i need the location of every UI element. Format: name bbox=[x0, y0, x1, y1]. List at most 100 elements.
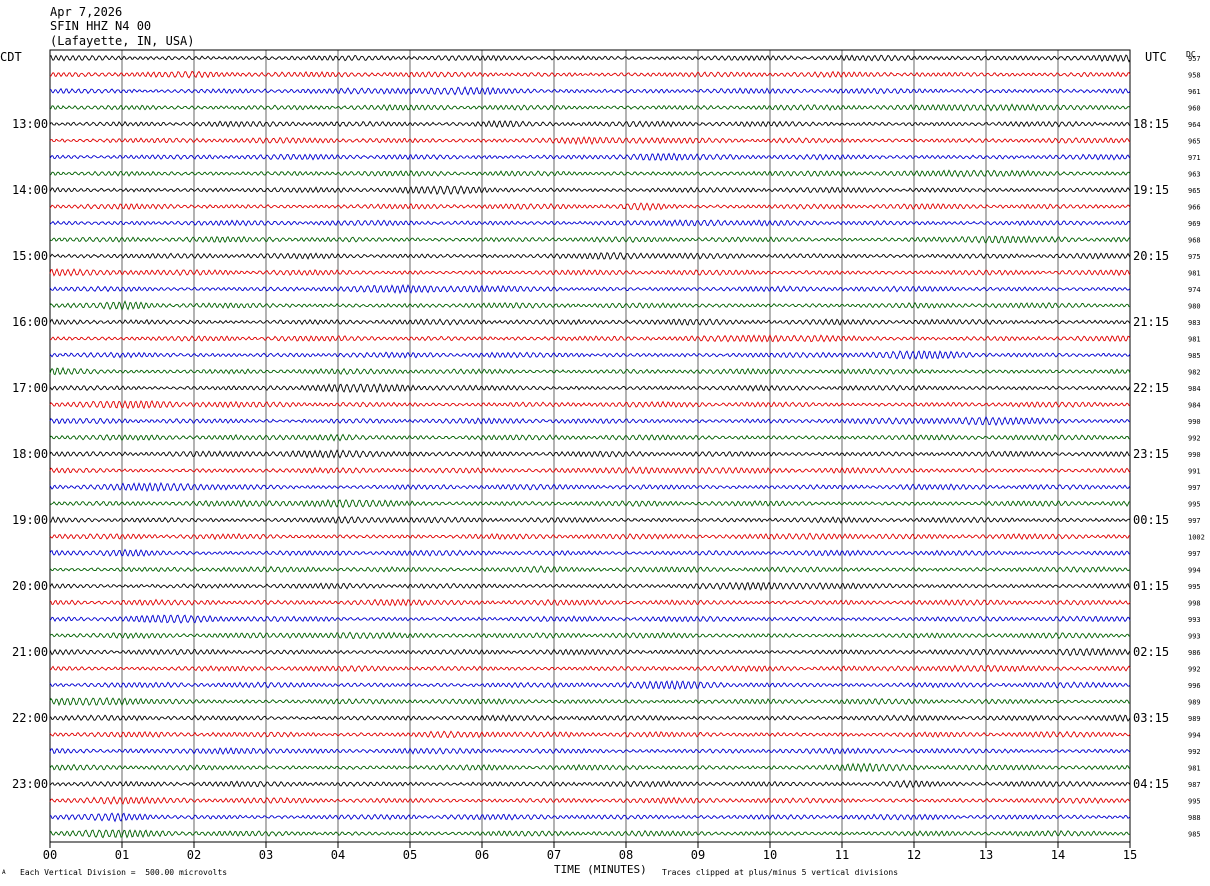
dc-offset-label: 992 bbox=[1188, 748, 1201, 756]
trace-row bbox=[49, 449, 1131, 459]
trace-row bbox=[49, 829, 1131, 839]
right-hour-label: 02:15 bbox=[1133, 645, 1169, 659]
dc-offset-label: 975 bbox=[1188, 253, 1201, 261]
label-layer: 00 01 02 03 04 05 06 07 08 09 10 11 12 13 14 15 957 958 96… bbox=[12, 55, 1205, 862]
left-hour-label: 18:00 bbox=[12, 447, 48, 461]
left-hour-label: 19:00 bbox=[12, 513, 48, 527]
clip-note: Traces clipped at plus/minus 5 vertical … bbox=[662, 868, 899, 877]
trace-row bbox=[49, 631, 1131, 640]
dc-offset-label: 997 bbox=[1188, 517, 1201, 525]
dc-offset-label: 987 bbox=[1188, 781, 1201, 789]
dc-offset-label: 996 bbox=[1188, 682, 1201, 690]
right-hour-label: 21:15 bbox=[1133, 315, 1169, 329]
x-tick-label: 11 bbox=[835, 848, 849, 862]
left-hour-label: 15:00 bbox=[12, 249, 48, 263]
dc-offset-label: 998 bbox=[1188, 600, 1201, 608]
dc-offset-label: 990 bbox=[1188, 418, 1201, 426]
trace-row bbox=[49, 119, 1131, 128]
dc-offset-label: 966 bbox=[1188, 204, 1201, 212]
dc-offset-label: 984 bbox=[1188, 402, 1201, 410]
dc-offset-label: 1002 bbox=[1188, 534, 1205, 542]
dc-offset-label: 974 bbox=[1188, 286, 1201, 294]
plot-frame bbox=[49, 49, 1131, 843]
header-date: Apr 7,2026 bbox=[50, 5, 123, 19]
trace-row bbox=[49, 415, 1131, 426]
left-hour-label: 23:00 bbox=[12, 777, 48, 791]
trace-row bbox=[49, 466, 1131, 475]
x-tick-label: 04 bbox=[331, 848, 345, 862]
x-tick-label: 06 bbox=[475, 848, 489, 862]
header-location: (Lafayette, IN, USA) bbox=[50, 34, 195, 48]
x-tick-label: 12 bbox=[907, 848, 921, 862]
dc-column-label: DC bbox=[1186, 50, 1196, 59]
dc-offset-label: 992 bbox=[1188, 435, 1201, 443]
right-timezone-label: UTC bbox=[1145, 50, 1167, 64]
dc-offset-label: 965 bbox=[1188, 187, 1201, 195]
trace-row bbox=[49, 532, 1131, 541]
x-tick-label: 14 bbox=[1051, 848, 1065, 862]
dc-offset-label: 958 bbox=[1188, 72, 1201, 80]
trace-row bbox=[49, 515, 1131, 524]
trace-row bbox=[49, 136, 1131, 146]
trace-row bbox=[49, 812, 1131, 823]
x-tick-label: 09 bbox=[691, 848, 705, 862]
dc-offset-label: 994 bbox=[1188, 732, 1201, 740]
x-tick-label: 07 bbox=[547, 848, 561, 862]
x-tick-label: 15 bbox=[1123, 848, 1137, 862]
left-hour-label: 14:00 bbox=[12, 183, 48, 197]
trace-row bbox=[49, 697, 1131, 707]
trace-row bbox=[49, 318, 1131, 326]
trace-row bbox=[49, 202, 1131, 212]
dc-offset-label: 993 bbox=[1188, 616, 1201, 624]
dc-offset-label: 981 bbox=[1188, 270, 1201, 278]
scale-note: Each Vertical Division = 500.00 microvol… bbox=[20, 868, 228, 877]
right-hour-label: 01:15 bbox=[1133, 579, 1169, 593]
left-hour-label: 13:00 bbox=[12, 117, 48, 131]
x-tick-label: 03 bbox=[259, 848, 273, 862]
trace-row bbox=[49, 284, 1131, 295]
dc-offset-label: 981 bbox=[1188, 336, 1201, 344]
x-tick-label: 01 bbox=[115, 848, 129, 862]
trace-row bbox=[49, 796, 1131, 805]
trace-row bbox=[49, 614, 1131, 624]
trace-row bbox=[49, 399, 1131, 410]
trace-row bbox=[49, 169, 1131, 178]
left-hour-label: 16:00 bbox=[12, 315, 48, 329]
left-hour-label: 20:00 bbox=[12, 579, 48, 593]
dc-offset-label: 986 bbox=[1188, 649, 1201, 657]
trace-row bbox=[49, 762, 1131, 773]
right-hour-label: 04:15 bbox=[1133, 777, 1169, 791]
trace-row bbox=[49, 664, 1131, 673]
dc-offset-label: 980 bbox=[1188, 303, 1201, 311]
trace-row bbox=[49, 498, 1131, 509]
dc-offset-label: 991 bbox=[1188, 468, 1201, 476]
trace-row bbox=[49, 152, 1131, 162]
trace-row bbox=[49, 235, 1131, 244]
trace-row bbox=[49, 350, 1131, 360]
trace-row bbox=[49, 251, 1131, 261]
dc-offset-label: 963 bbox=[1188, 171, 1201, 179]
trace-layer bbox=[49, 54, 1131, 839]
x-tick-label: 02 bbox=[187, 848, 201, 862]
dc-offset-label: 995 bbox=[1188, 501, 1201, 509]
trace-row bbox=[49, 779, 1131, 789]
dc-offset-label: 994 bbox=[1188, 567, 1201, 575]
right-hour-label: 22:15 bbox=[1133, 381, 1169, 395]
trace-row bbox=[49, 70, 1131, 79]
dc-offset-label: 997 bbox=[1188, 550, 1201, 558]
trace-row bbox=[49, 679, 1131, 690]
trace-row bbox=[49, 268, 1131, 277]
dc-offset-label: 981 bbox=[1188, 765, 1201, 773]
left-hour-label: 21:00 bbox=[12, 645, 48, 659]
right-hour-label: 20:15 bbox=[1133, 249, 1169, 263]
trace-row bbox=[49, 103, 1131, 112]
trace-row bbox=[49, 300, 1131, 311]
trace-row bbox=[49, 565, 1131, 574]
x-tick-label: 05 bbox=[403, 848, 417, 862]
dc-offset-label: 961 bbox=[1188, 88, 1201, 96]
trace-row bbox=[49, 747, 1131, 755]
trace-row bbox=[49, 481, 1131, 493]
trace-row bbox=[49, 647, 1131, 657]
dc-offset-label: 993 bbox=[1188, 633, 1201, 641]
